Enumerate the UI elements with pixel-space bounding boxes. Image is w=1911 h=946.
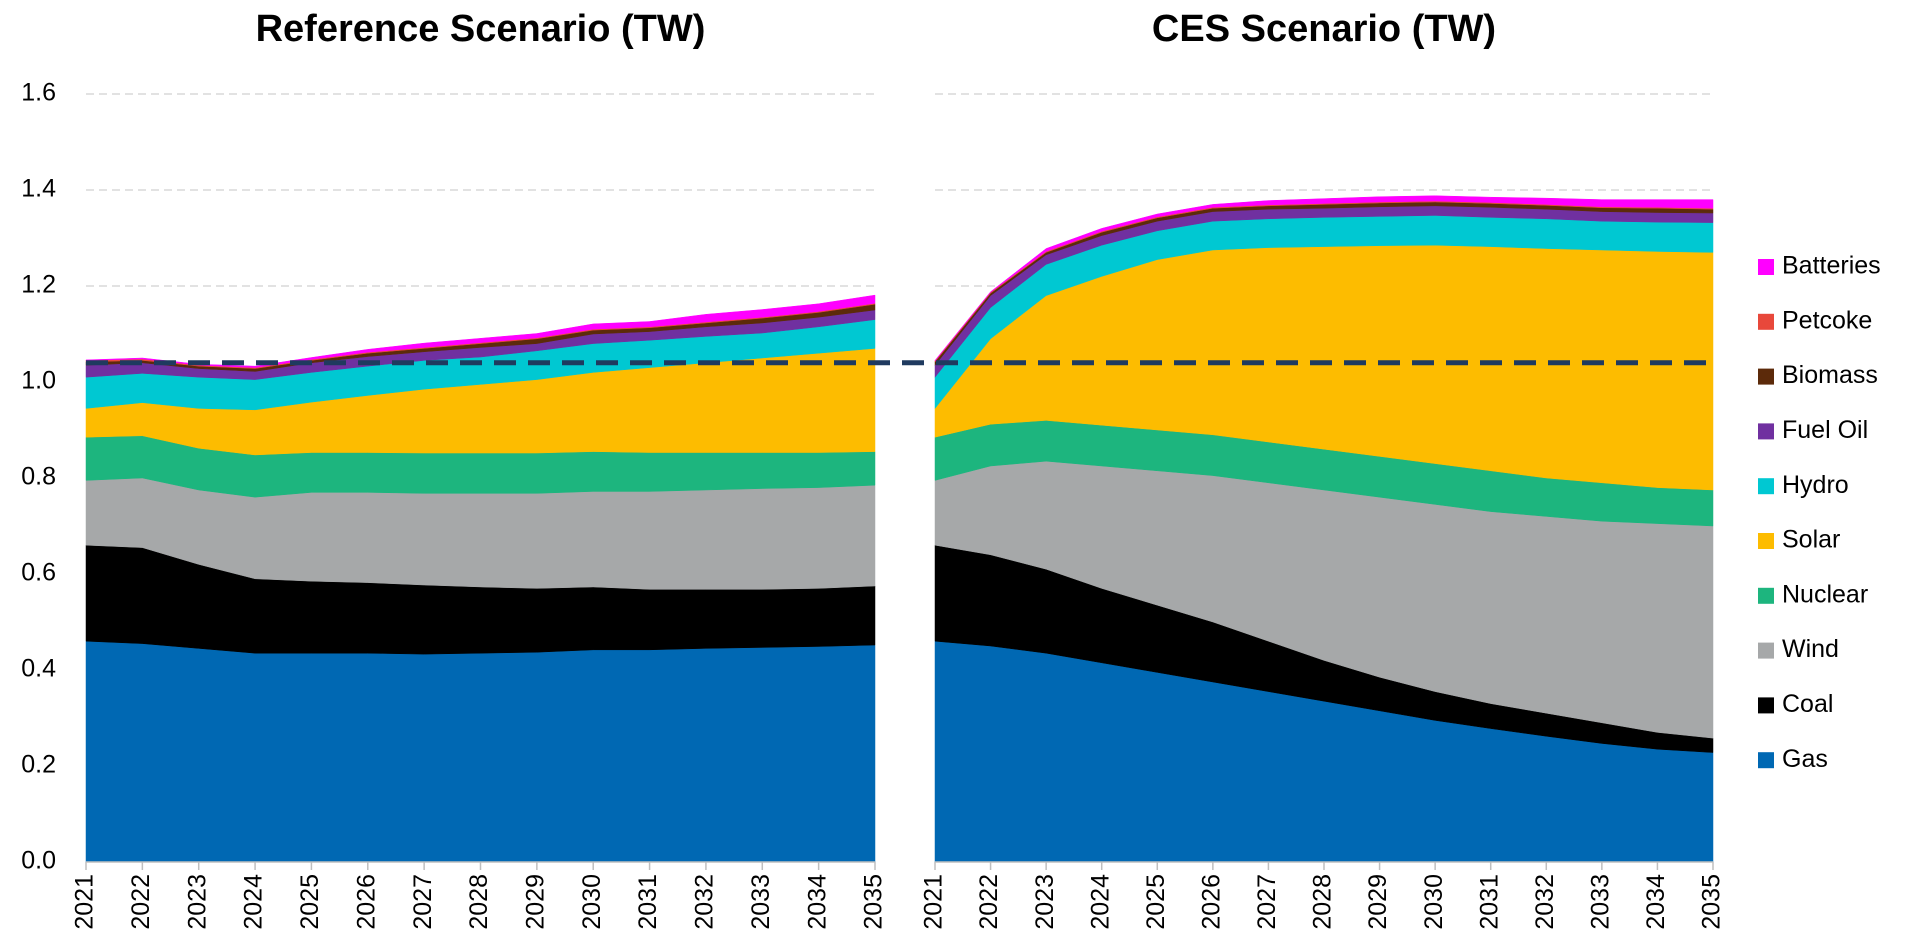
legend-swatch — [1758, 313, 1774, 330]
legend-label: Batteries — [1782, 252, 1881, 280]
y-tick-label: 1.4 — [21, 175, 56, 203]
y-tick-label: 0.6 — [21, 559, 56, 587]
x-tick-label: 2030 — [1420, 874, 1448, 930]
legend-swatch — [1758, 642, 1774, 659]
x-tick-label: 2025 — [296, 874, 324, 930]
y-tick-label: 0.8 — [21, 463, 56, 491]
legend-swatch — [1758, 478, 1774, 495]
x-tick-label: 2034 — [1642, 874, 1670, 930]
x-tick-label: 2033 — [747, 874, 775, 930]
x-tick-label: 2032 — [1531, 874, 1559, 930]
legend-swatch — [1758, 259, 1774, 275]
x-tick-label: 2029 — [521, 874, 549, 930]
area — [85, 294, 876, 368]
x-tick-label: 2022 — [975, 874, 1003, 930]
area — [85, 640, 876, 863]
legend-label: Biomass — [1782, 361, 1878, 389]
y-tick-label: 1.6 — [21, 79, 56, 107]
x-tick-label: 2022 — [127, 874, 155, 930]
x-tick-label: 2034 — [803, 874, 831, 930]
x-tick-label: 2029 — [1364, 874, 1392, 930]
legend-label: Hydro — [1782, 471, 1849, 499]
legend-label: Coal — [1782, 690, 1833, 718]
x-tick-label: 2024 — [1086, 874, 1114, 930]
x-tick-label: 2031 — [1475, 874, 1503, 930]
x-tick-label: 2026 — [352, 874, 380, 930]
legend-label: Wind — [1782, 635, 1839, 663]
x-tick-label: 2028 — [465, 874, 493, 930]
x-tick-label: 2031 — [634, 874, 662, 930]
x-tick-label: 2023 — [1031, 874, 1059, 930]
legend-label: Gas — [1782, 745, 1828, 773]
legend-swatch — [1758, 587, 1774, 604]
legend-label: Solar — [1782, 526, 1840, 554]
area — [934, 195, 1714, 362]
x-tick-label: 2033 — [1586, 874, 1614, 930]
y-tick-label: 1.2 — [21, 271, 56, 299]
legend-swatch — [1758, 752, 1774, 769]
legend-label: Petcoke — [1782, 306, 1872, 334]
chart-title: Reference Scenario (TW) — [256, 8, 706, 50]
x-tick-label: 2035 — [860, 874, 888, 930]
x-tick-label: 2032 — [691, 874, 719, 930]
chart-title: CES Scenario (TW) — [1152, 8, 1496, 50]
legend-label: Fuel Oil — [1782, 416, 1868, 444]
x-tick-label: 2025 — [1142, 874, 1170, 930]
x-tick-label: 2028 — [1309, 874, 1337, 930]
x-tick-label: 2027 — [409, 874, 437, 930]
y-tick-label: 1.0 — [21, 367, 56, 395]
x-tick-label: 2021 — [920, 874, 948, 930]
y-tick-label: 0.0 — [21, 847, 56, 875]
y-tick-label: 0.4 — [21, 655, 56, 683]
legend-swatch — [1758, 423, 1774, 440]
legend-swatch — [1758, 368, 1774, 385]
x-tick-label: 2026 — [1197, 874, 1225, 930]
legend-swatch — [1758, 533, 1774, 549]
x-tick-label: 2030 — [578, 874, 606, 930]
legend-label: Nuclear — [1782, 580, 1868, 608]
legend-swatch — [1758, 697, 1774, 714]
x-tick-label: 2023 — [183, 874, 211, 930]
x-tick-label: 2035 — [1698, 874, 1726, 930]
x-tick-label: 2027 — [1253, 874, 1281, 930]
y-tick-label: 0.2 — [21, 751, 56, 779]
x-tick-label: 2024 — [240, 874, 268, 930]
x-tick-label: 2021 — [71, 874, 99, 930]
